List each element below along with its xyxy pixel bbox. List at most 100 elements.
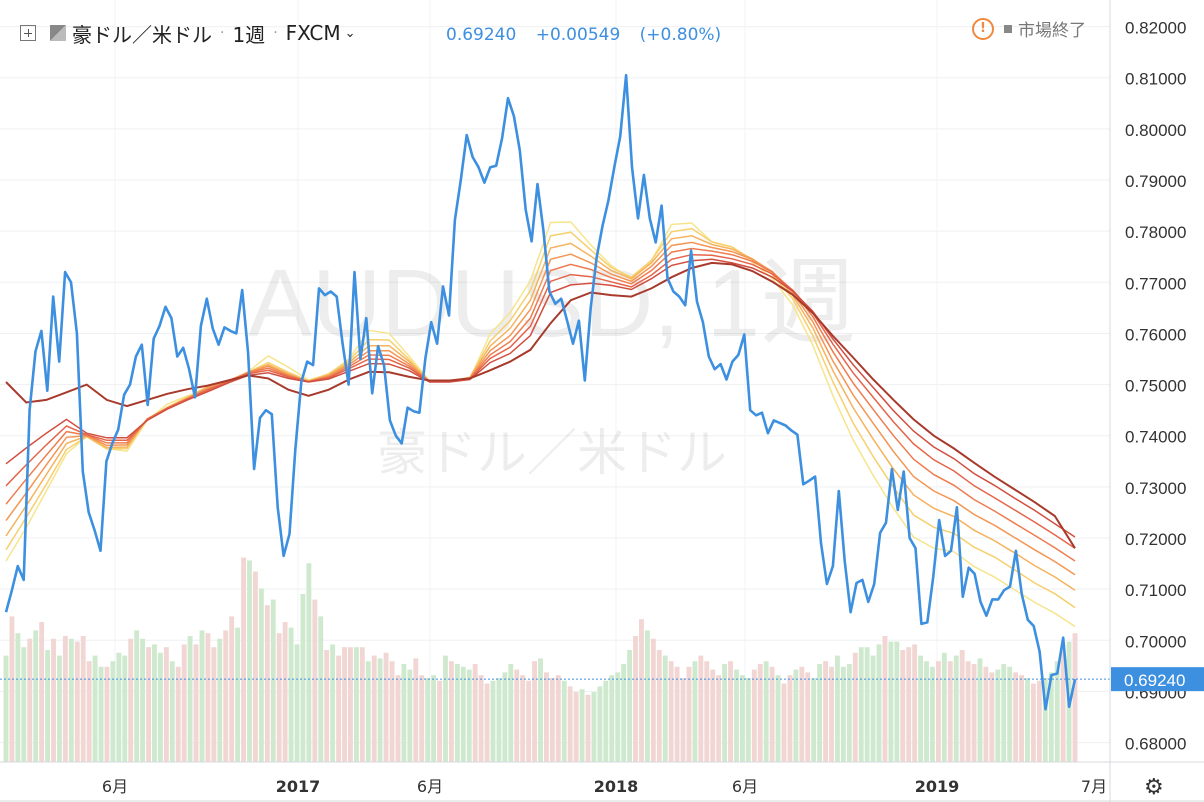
x-tick-label: 2019	[915, 777, 960, 796]
volume-bar	[484, 683, 490, 762]
volume-bar	[324, 650, 330, 762]
volume-bar	[508, 664, 514, 762]
volume-bar	[514, 669, 520, 762]
ma-line	[5, 221, 1076, 628]
price-line	[4, 73, 1077, 711]
symbol-name[interactable]: 豪ドル／米ドル	[72, 22, 212, 47]
volume-bar	[122, 655, 128, 762]
volume-bar	[769, 666, 775, 762]
volume-bar	[549, 678, 555, 762]
volume-bar	[389, 661, 395, 762]
time-axis[interactable]: 6月 2017 6月 2018 6月 2019 7月	[102, 777, 1107, 796]
volume-bar	[829, 666, 834, 762]
volume-bar	[472, 664, 478, 762]
volume-bar	[3, 655, 9, 762]
market-status[interactable]: ! 市場終了	[972, 16, 1086, 41]
x-tick-label: 7月	[1081, 777, 1107, 796]
y-tick-label: 0.74000	[1125, 428, 1186, 447]
volume-bar	[876, 644, 882, 762]
volume-bar	[526, 680, 532, 762]
volume-bar	[763, 661, 769, 762]
volume-bar	[371, 655, 377, 762]
volume-bar	[538, 658, 543, 762]
volume-bar	[520, 675, 526, 762]
volume-bar	[318, 616, 324, 762]
volume-bar	[787, 675, 793, 762]
volume-bar	[846, 664, 852, 762]
watermark-name: 豪ドル／米ドル	[377, 424, 727, 482]
volume-bar	[443, 655, 448, 762]
volume-bar	[1036, 680, 1042, 762]
volume-bar	[870, 655, 876, 762]
volume-bar	[686, 666, 692, 762]
interval-label[interactable]: 1週	[232, 22, 266, 47]
volume-bar	[1019, 675, 1024, 762]
volume-bar	[739, 675, 745, 762]
volume-bar	[650, 638, 656, 762]
price-change-pct: (+0.80%)	[639, 25, 722, 45]
volume-bar	[627, 650, 633, 762]
volume-bar	[698, 655, 704, 762]
volume-bar	[633, 636, 638, 762]
price-series	[4, 73, 1077, 711]
volume-bar	[425, 678, 431, 762]
volume-bar	[639, 619, 644, 762]
volume-bar	[68, 638, 74, 762]
volume-bar	[110, 661, 116, 762]
volume-bar	[33, 630, 39, 762]
volume-bar	[175, 666, 181, 762]
volume-bar	[152, 644, 157, 762]
y-tick-label: 0.71000	[1125, 581, 1186, 600]
volume-bar	[835, 655, 840, 762]
volume-bar	[348, 647, 353, 762]
exchange-label[interactable]: FXCM	[285, 21, 341, 45]
chevron-down-icon[interactable]: ⌄	[344, 25, 356, 41]
volume-bar	[971, 664, 977, 762]
volume-bar	[407, 669, 413, 762]
volume-bar	[342, 647, 347, 762]
volume-bar	[448, 661, 454, 762]
watermark-symbol: AUDUSD, 1週	[248, 250, 856, 357]
x-tick-label: 6月	[732, 777, 758, 796]
volume-bar	[900, 650, 906, 762]
volume-bar	[264, 605, 270, 762]
volume-bar	[603, 680, 609, 762]
volume-bars	[3, 557, 1078, 762]
volume-bar	[935, 661, 941, 762]
volume-bar	[247, 560, 252, 762]
volume-bar	[656, 650, 662, 762]
volume-bar	[1030, 683, 1036, 762]
volume-bar	[817, 664, 823, 762]
volume-bar	[288, 627, 294, 762]
volume-bar	[146, 647, 151, 762]
volume-bar	[21, 647, 27, 762]
volume-bar	[745, 678, 751, 762]
volume-bar	[1048, 672, 1054, 762]
y-tick-label: 0.82000	[1125, 19, 1186, 38]
y-tick-label: 0.77000	[1125, 274, 1186, 293]
volume-bar	[597, 686, 603, 762]
y-tick-label: 0.68000	[1125, 735, 1186, 754]
volume-bar	[941, 652, 947, 762]
volume-bar	[383, 652, 389, 762]
x-tick-label: 2018	[594, 777, 639, 796]
volume-bar	[241, 557, 246, 762]
volume-bar	[300, 594, 306, 762]
volume-bar	[692, 661, 698, 762]
volume-bar	[9, 616, 15, 762]
volume-bar	[751, 669, 757, 762]
symbol-header[interactable]: 豪ドル／米ドル · 1週 · FXCM ⌄	[20, 18, 356, 48]
volume-bar	[98, 666, 104, 762]
volume-bar	[573, 692, 579, 762]
volume-bar	[353, 647, 359, 762]
volume-bar	[1007, 666, 1013, 762]
volume-bar	[478, 675, 484, 762]
warning-icon[interactable]: !	[972, 17, 994, 40]
expand-icon[interactable]	[20, 25, 36, 41]
volume-bar	[906, 647, 912, 762]
settings-gear-icon[interactable]: ⚙	[1144, 775, 1164, 800]
volume-bar	[805, 672, 811, 762]
volume-bar	[722, 664, 728, 762]
